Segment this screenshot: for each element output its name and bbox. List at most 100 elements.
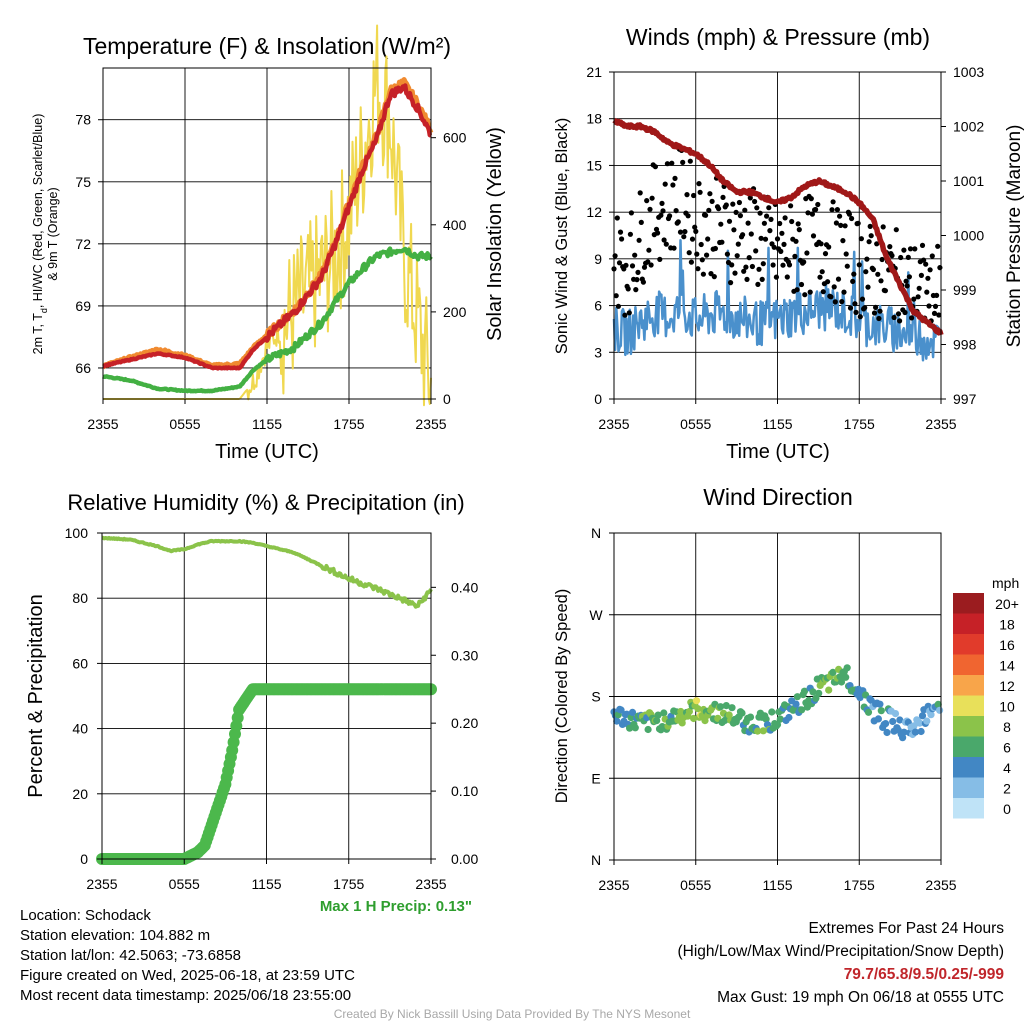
direction-time-tick-2: 1155 xyxy=(762,877,792,893)
gust-point xyxy=(733,209,739,215)
gust-point xyxy=(903,278,909,284)
humidity-left-tick-4: 80 xyxy=(72,590,88,606)
gust-point xyxy=(647,206,653,212)
gust-point xyxy=(878,278,884,284)
temperature-panel: Temperature (F) & Insolation (W/m²) 66 69… xyxy=(31,24,506,463)
gust-point xyxy=(617,229,624,235)
gust-point xyxy=(754,205,760,211)
gust-point xyxy=(770,262,776,268)
gust-point xyxy=(694,251,700,257)
gust-point xyxy=(627,231,634,237)
gust-point xyxy=(927,267,933,273)
gust-point xyxy=(749,263,756,270)
gust-point xyxy=(830,199,836,205)
direction-point xyxy=(762,715,770,723)
gust-point xyxy=(709,198,715,204)
direction-point xyxy=(631,724,639,732)
gust-point xyxy=(893,227,899,233)
legend-swatch-3 xyxy=(953,654,984,675)
legend-swatch-7 xyxy=(953,736,984,757)
gust-point xyxy=(724,251,731,257)
gust-point xyxy=(708,271,714,277)
humidity-right-ticks: 0.00 0.10 0.20 0.30 0.40 xyxy=(431,579,478,867)
gust-point xyxy=(876,315,882,322)
legend-swatch-1 xyxy=(953,613,984,634)
pressure-line xyxy=(612,117,944,336)
gust-point xyxy=(902,309,908,316)
gust-point xyxy=(689,236,696,242)
gust-point xyxy=(637,190,643,196)
gust-point xyxy=(833,220,840,226)
legend-label-5: 10 xyxy=(999,699,1015,715)
gust-point xyxy=(748,231,754,237)
gust-point xyxy=(706,207,712,213)
gust-point xyxy=(832,299,838,305)
direction-point xyxy=(653,717,661,725)
gust-point xyxy=(744,276,750,282)
gust-point xyxy=(619,236,625,242)
temperature-left-ticks: 66 69 72 75 78 xyxy=(75,112,103,376)
direction-point xyxy=(685,707,694,716)
direction-point xyxy=(842,673,850,681)
wind-left-tick-3: 9 xyxy=(594,251,602,267)
gust-point xyxy=(813,206,819,213)
gust-point xyxy=(736,199,743,206)
temperature-x-label: Time (UTC) xyxy=(215,441,319,463)
gust-point xyxy=(752,198,758,205)
gust-point xyxy=(755,281,761,287)
gust-point xyxy=(778,248,784,254)
direction-point xyxy=(936,706,944,714)
gust-point xyxy=(846,211,853,217)
gust-point xyxy=(912,246,918,252)
direction-point xyxy=(773,721,782,729)
humidity-title: Relative Humidity (%) & Precipitation (i… xyxy=(67,490,464,515)
gust-point xyxy=(844,263,850,269)
temperature-left-tick-0: 66 xyxy=(75,360,91,376)
legend-label-3: 14 xyxy=(999,658,1015,674)
gust-point xyxy=(703,212,709,218)
gust-point xyxy=(687,158,693,164)
wind-right-label: Station Pressure (Maroon) xyxy=(1004,125,1024,348)
gust-point xyxy=(669,160,675,166)
gust-point xyxy=(691,192,697,199)
legend-label-4: 12 xyxy=(999,678,1015,694)
legend-label-1: 18 xyxy=(999,617,1015,633)
gust-point xyxy=(719,239,725,245)
max-gust-text: Max Gust: 19 mph On 06/18 at 0555 UTC xyxy=(717,989,1004,1006)
gust-point xyxy=(864,256,870,262)
direction-point xyxy=(923,717,931,725)
wind-left-ticks: 0 3 6 9 12 15 18 21 xyxy=(586,64,614,407)
humidity-right-tick-1: 0.10 xyxy=(451,783,478,799)
direction-point xyxy=(660,709,668,717)
gust-point xyxy=(626,310,632,316)
gust-point xyxy=(699,257,705,263)
gust-point xyxy=(817,274,823,280)
gust-point xyxy=(880,224,886,230)
gust-point xyxy=(855,220,861,226)
wind-time-tick-2: 1155 xyxy=(762,416,792,432)
gust-point xyxy=(705,236,711,242)
wind-left-tick-6: 18 xyxy=(586,111,602,127)
direction-point xyxy=(889,717,897,726)
gust-point xyxy=(818,241,824,247)
legend-swatch-0 xyxy=(953,593,984,614)
wind-left-tick-0: 0 xyxy=(594,391,602,407)
gust-point xyxy=(742,207,748,213)
gust-point xyxy=(879,256,885,263)
gust-point xyxy=(842,223,848,229)
gust-point xyxy=(740,232,746,238)
direction-point xyxy=(678,719,686,727)
gust-point xyxy=(859,296,866,302)
wind-right-tick-5: 1002 xyxy=(953,119,984,135)
gust-point xyxy=(638,219,644,225)
gust-point xyxy=(646,247,652,253)
latlon-text: Station lat/lon: 42.5063; -73.6858 xyxy=(20,947,242,964)
gust-point xyxy=(728,280,734,286)
gust-point xyxy=(662,181,668,187)
gust-point xyxy=(851,271,857,277)
gust-point xyxy=(632,252,638,258)
gust-point xyxy=(673,208,679,214)
direction-series xyxy=(610,664,944,742)
